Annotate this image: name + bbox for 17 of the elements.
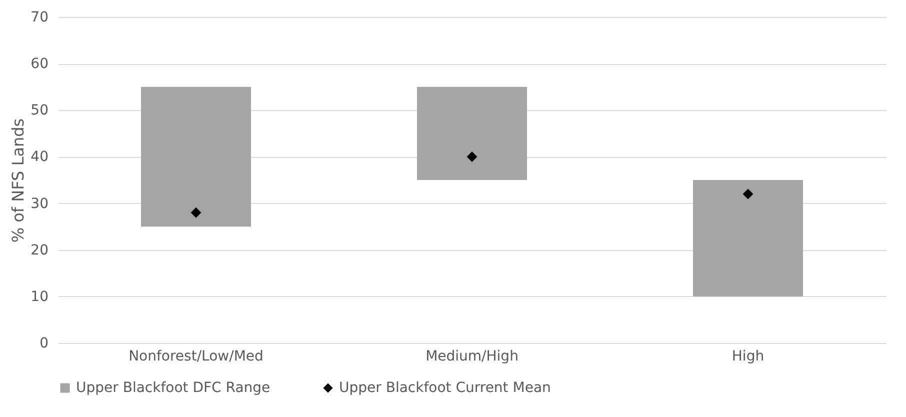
y-axis-title: % of NFS Lands bbox=[8, 118, 28, 243]
y-tick-label: 70 bbox=[30, 10, 48, 26]
y-tick-label: 20 bbox=[30, 242, 48, 258]
y-tick-label: 40 bbox=[30, 149, 48, 166]
y-tick-label: 0 bbox=[40, 336, 48, 352]
point bbox=[742, 188, 754, 200]
legend-label: Upper Blackfoot DFC Range bbox=[76, 380, 270, 396]
point bbox=[190, 207, 202, 218]
y-tick-label: 30 bbox=[30, 196, 48, 212]
x-tick-label: Nonforest/Low/Med bbox=[128, 348, 264, 364]
legend-label: Upper Blackfoot Current Mean bbox=[339, 380, 551, 396]
point bbox=[466, 151, 478, 162]
y-tick-label: 50 bbox=[30, 102, 48, 119]
y-tick-label: 60 bbox=[30, 56, 48, 72]
x-tick-label: High bbox=[732, 348, 764, 364]
y-tick-label: 10 bbox=[30, 288, 48, 305]
x-tick-label: Medium/High bbox=[426, 348, 518, 364]
